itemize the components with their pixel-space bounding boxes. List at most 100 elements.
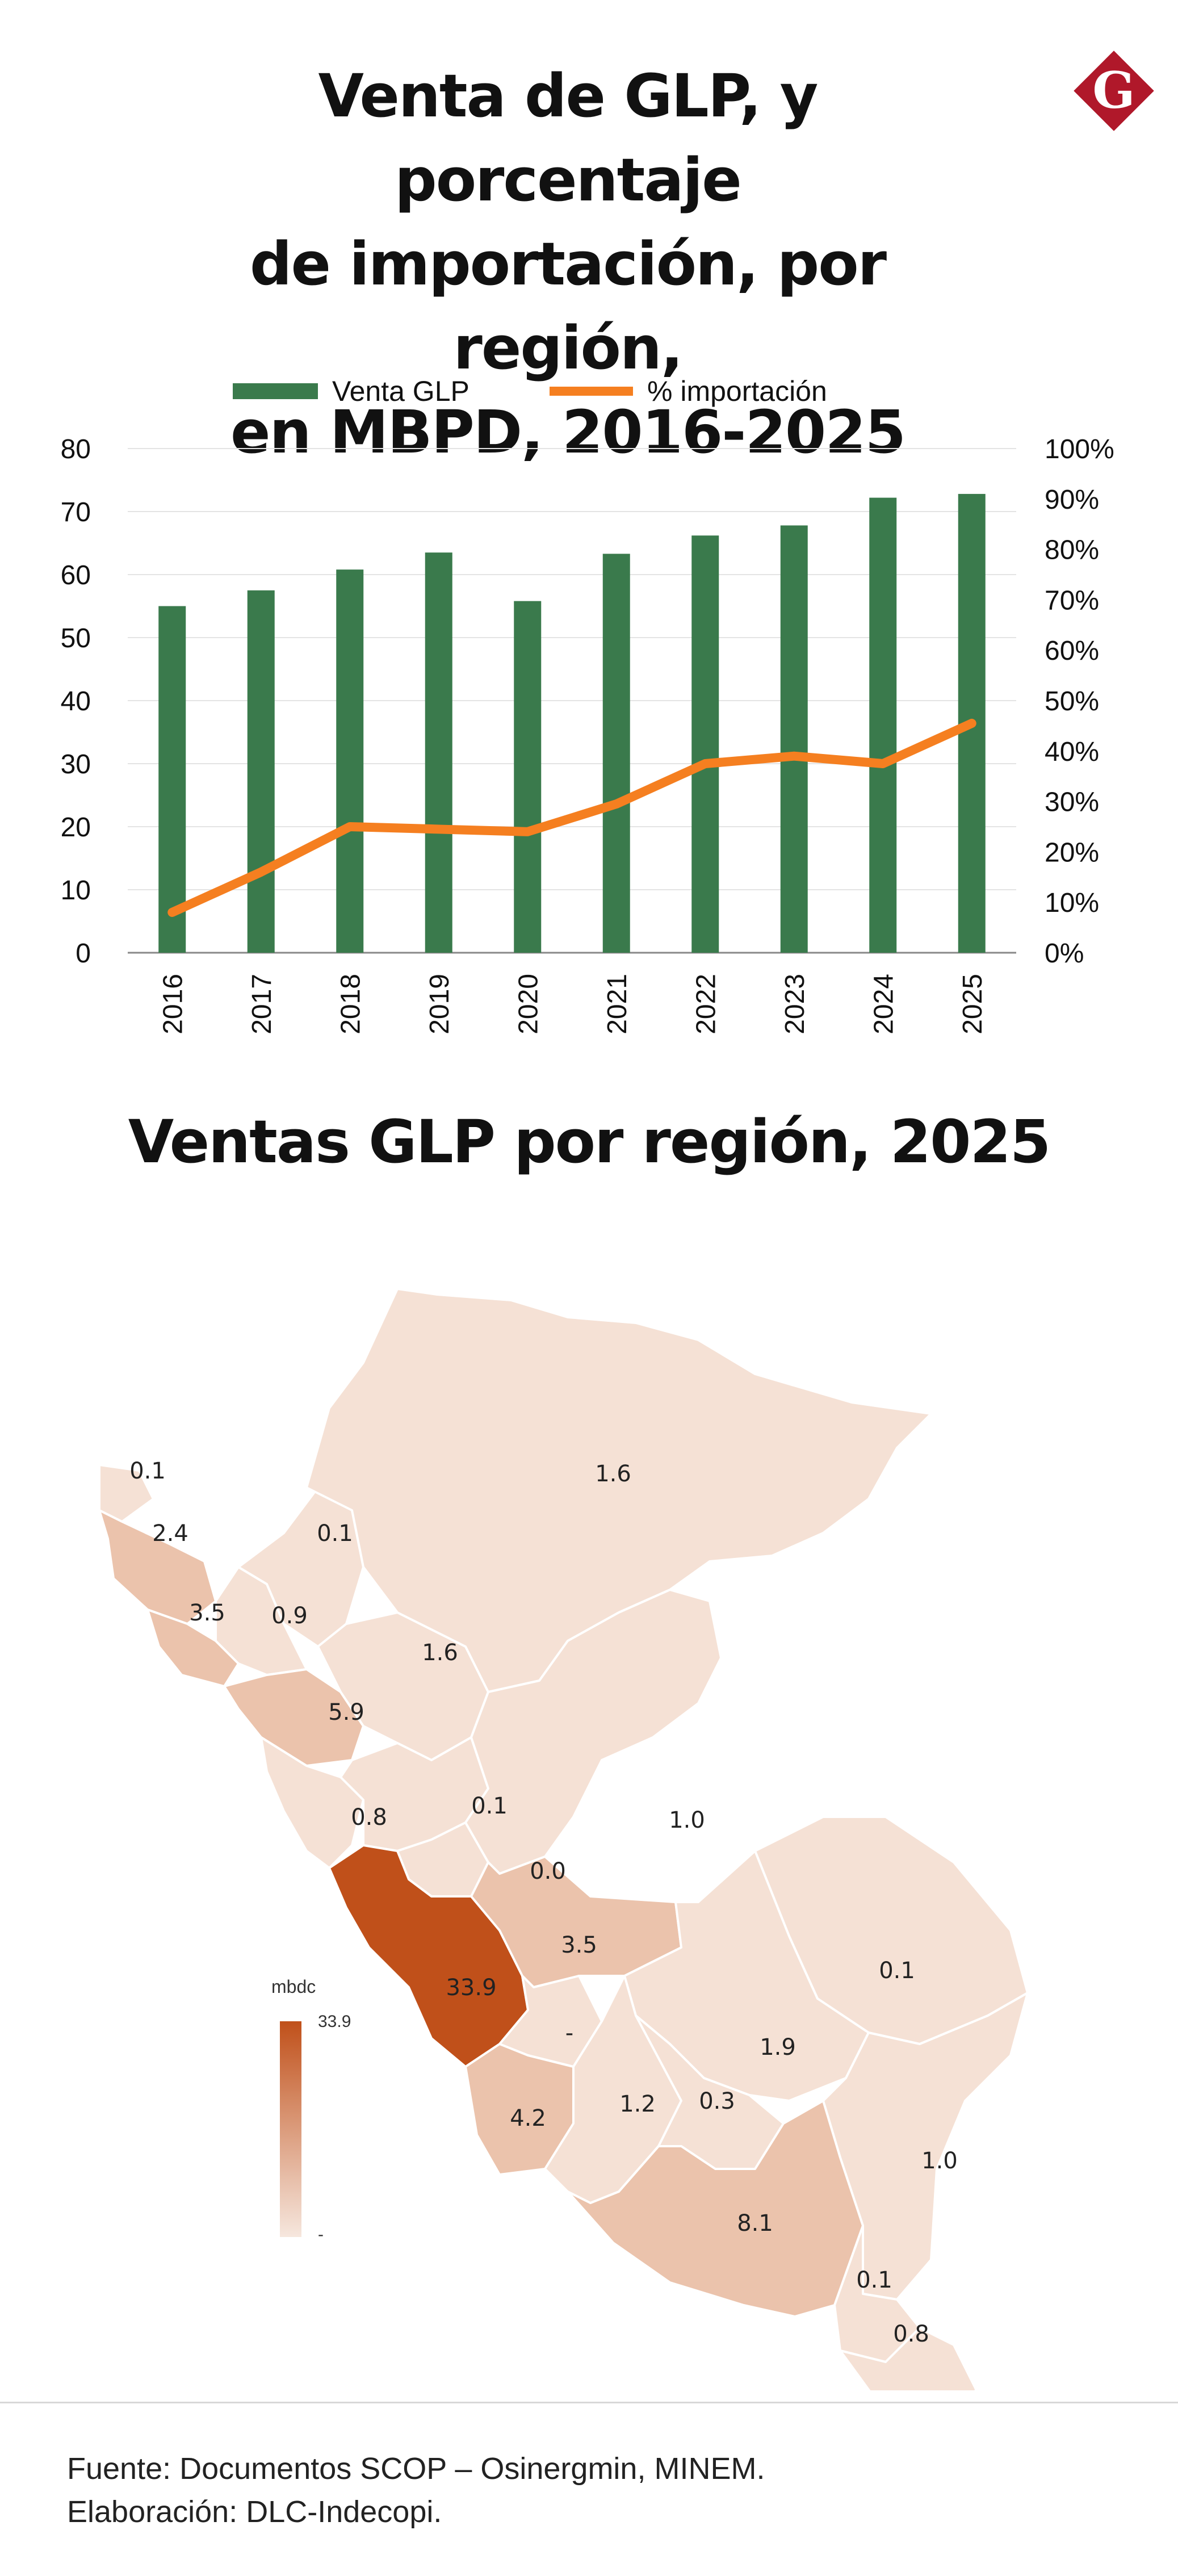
x-tick-label: 2025	[958, 974, 988, 1034]
region-value-label: 1.9	[760, 2034, 796, 2060]
region-value-label: 0.3	[699, 2088, 735, 2114]
line-point-2019	[437, 828, 440, 831]
bar-2022	[691, 535, 719, 953]
line-series-importacion	[167, 718, 976, 917]
line-point-2021	[615, 803, 618, 806]
gestion-logo: G	[1074, 51, 1154, 131]
legend-title: mbdc	[271, 1976, 316, 1997]
line-point-2022	[704, 763, 707, 765]
region-value-label: 5.9	[328, 1699, 364, 1725]
credit-note: Elaboración: DLC-Indecopi.	[67, 2495, 442, 2529]
region-value-label: 0.8	[351, 1804, 387, 1831]
line-point-2025	[970, 722, 973, 724]
y-left-tick-label: 60	[61, 560, 91, 590]
x-tick-label: 2019	[425, 974, 455, 1034]
source-note: Fuente: Documentos SCOP – Osinergmin, MI…	[67, 2452, 765, 2486]
bar-2023	[780, 525, 808, 953]
region-loreto	[305, 1288, 932, 1693]
region-value-label: 4.2	[510, 2105, 546, 2131]
bar-2019	[425, 552, 452, 953]
y-left-tick-label: 70	[61, 497, 91, 527]
line-point-2018	[349, 826, 351, 828]
region-value-label: 1.2	[619, 2091, 656, 2117]
region-value-label: 3.5	[561, 1932, 597, 1958]
region-value-label: 3.5	[189, 1600, 225, 1626]
region-value-label: 1.6	[422, 1640, 458, 1666]
legend-label-importacion: % importación	[647, 375, 827, 407]
x-tick-label: 2024	[869, 974, 899, 1034]
x-tick-label: 2020	[513, 974, 543, 1034]
region-value-label: 0.9	[271, 1603, 308, 1629]
y-left-tick-label: 0	[76, 939, 91, 969]
y-left-tick-label: 10	[61, 876, 91, 906]
bar-2024	[869, 497, 897, 953]
region-value-label: 1.0	[669, 1807, 705, 1833]
region-value-label: 1.6	[595, 1461, 631, 1487]
region-value-label: 0.1	[856, 2267, 892, 2293]
region-ucayali	[464, 1589, 722, 1875]
y-right-tick-label: 0%	[1045, 939, 1084, 969]
legend-swatch-venta	[233, 383, 318, 399]
region-value-label: 33.9	[446, 1975, 496, 2001]
legend-label-venta: Venta GLP	[332, 375, 469, 407]
bar-2016	[158, 606, 186, 953]
bar-2020	[514, 601, 542, 953]
legend-max-label: 33.9	[318, 2012, 351, 2031]
x-tick-label: 2022	[691, 974, 721, 1034]
region-arequipa	[567, 2100, 864, 2318]
map-title: Ventas GLP por región, 2025	[128, 1107, 1051, 1176]
region-amazonas	[237, 1486, 364, 1648]
region-value-label: 0.1	[129, 1458, 166, 1484]
chart-title: Venta de GLP, y porcentaje de importació…	[230, 61, 906, 467]
x-tick-label: 2023	[780, 974, 810, 1034]
bar-2018	[336, 569, 364, 953]
line-point-2017	[259, 870, 262, 873]
region-lambayeque	[146, 1609, 240, 1687]
region-value-label: 1.0	[921, 2148, 958, 2174]
x-tick-label: 2016	[158, 974, 188, 1034]
x-tick-label: 2018	[336, 974, 366, 1034]
y-left-tick-label: 50	[61, 623, 91, 654]
region-tumbes	[98, 1464, 154, 1523]
region-value-label: 2.4	[152, 1521, 188, 1547]
x-tick-label: 2017	[247, 974, 277, 1034]
region-value-label: -	[565, 2020, 573, 2046]
footer-divider	[0, 2402, 1178, 2403]
footer: Fuente: Documentos SCOP – Osinergmin, MI…	[67, 2447, 765, 2533]
y-left-tick-label: 40	[61, 686, 91, 717]
region-value-label: 0.0	[530, 1858, 566, 1884]
line-point-2023	[793, 755, 795, 757]
line-point-2020	[526, 830, 529, 833]
y-right-tick-label: 80%	[1045, 535, 1099, 566]
y-right-tick-label: 70%	[1045, 585, 1099, 615]
y-right-tick-label: 60%	[1045, 636, 1099, 666]
y-left-tick-label: 80	[61, 434, 91, 464]
region-value-label: 0.1	[879, 1958, 915, 1984]
peru-region-map: 0.1 2.4 3.5 0.1 0.9 1.6 5.9 0.8 1.6 0.1 0.0 1.0 33.9…	[98, 1288, 1029, 2390]
y-left-tick-label: 30	[61, 749, 91, 780]
y-left-tick-label: 20	[61, 812, 91, 843]
legend-color-bar	[280, 2021, 301, 2237]
region-value-label: 0.8	[893, 2321, 929, 2347]
region-ancash	[260, 1736, 364, 1869]
line-point-2016	[171, 911, 174, 914]
bar-2021	[602, 554, 630, 953]
y-right-tick-label: 90%	[1045, 485, 1099, 515]
logo-letter: G	[1092, 61, 1135, 120]
region-value-label: 0.1	[317, 1521, 353, 1547]
line-point-2024	[882, 763, 884, 765]
y-right-tick-label: 100%	[1045, 434, 1114, 464]
y-right-tick-label: 20%	[1045, 837, 1099, 868]
y-right-tick-label: 50%	[1045, 686, 1099, 717]
y-right-tick-label: 30%	[1045, 788, 1099, 818]
region-value-label: 0.1	[471, 1793, 508, 1819]
region-tacna	[839, 2327, 978, 2390]
y-right-tick-label: 40%	[1045, 737, 1099, 767]
x-tick-label: 2021	[602, 974, 632, 1034]
region-la-libertad	[223, 1668, 364, 1767]
region-value-label: 8.1	[737, 2210, 773, 2236]
legend-min-label: -	[318, 2225, 324, 2244]
bar-2017	[247, 590, 275, 953]
map-legend: mbdc 33.9 -	[271, 1976, 351, 2244]
region-piura	[98, 1509, 217, 1625]
